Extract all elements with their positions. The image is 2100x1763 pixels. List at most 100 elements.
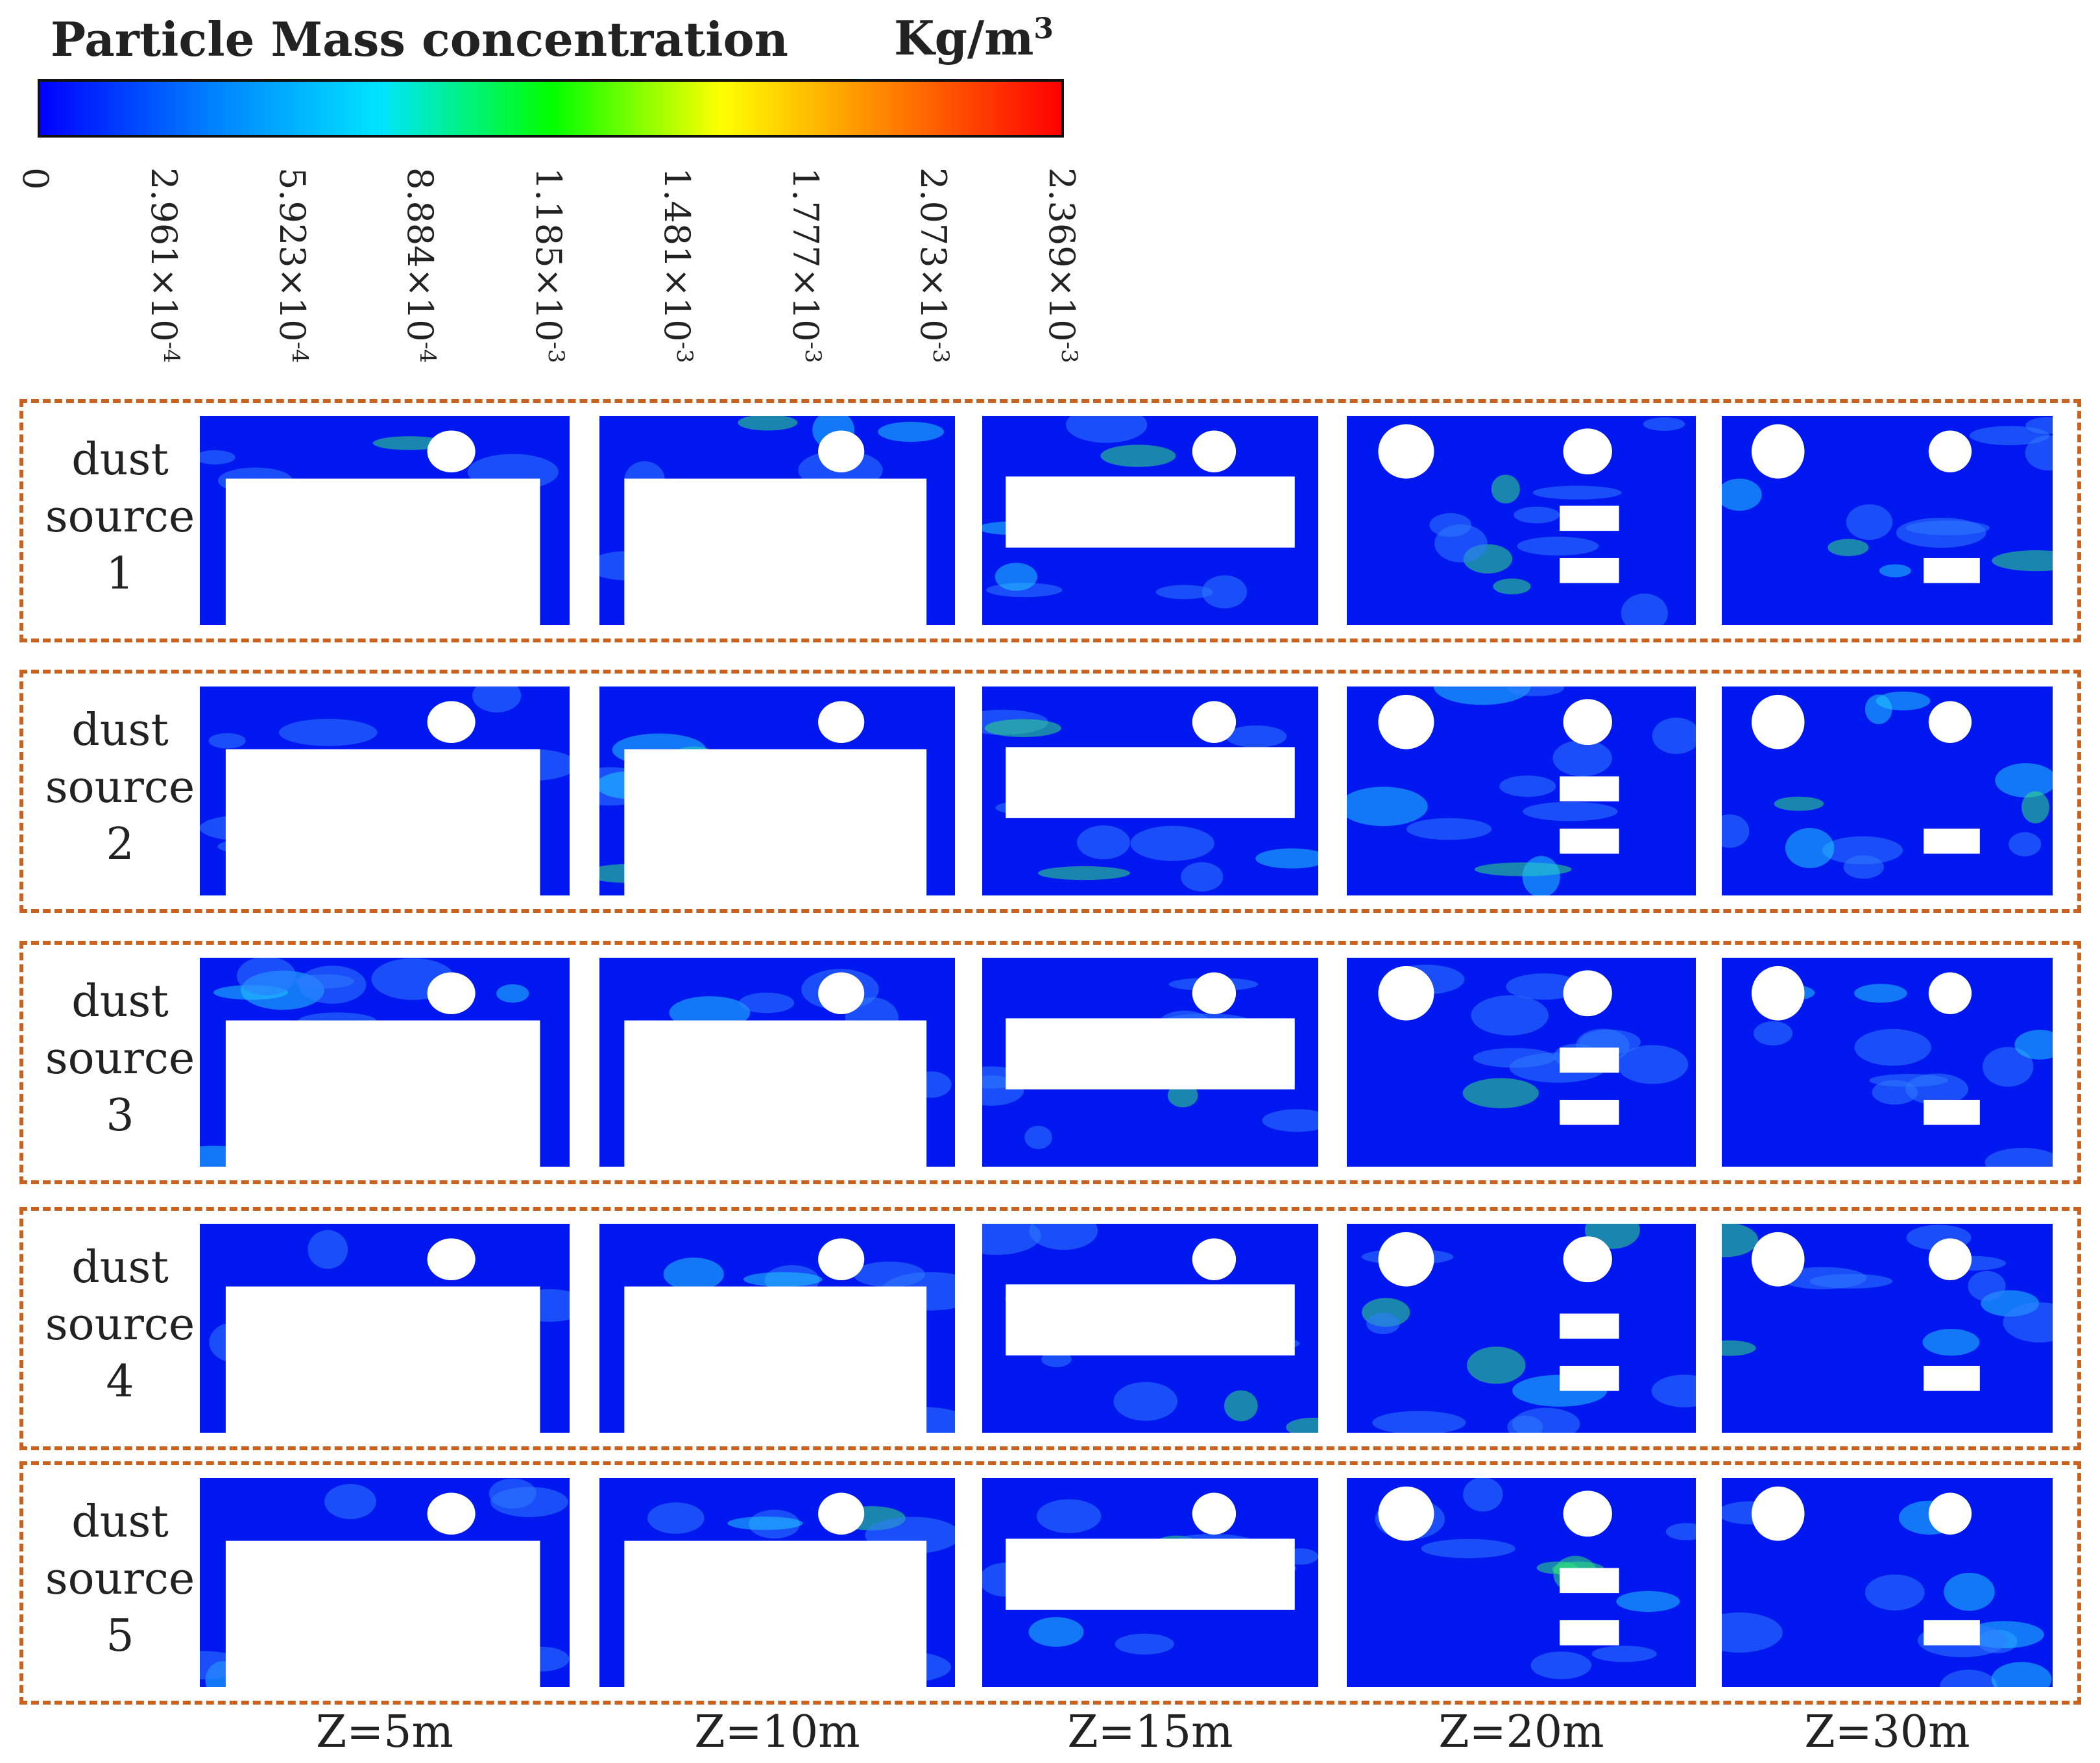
concentration-blob: [1785, 827, 1835, 868]
contour-panel: [1347, 416, 1696, 625]
concentration-blob: [1366, 1313, 1400, 1335]
concentration-blob: [308, 1230, 348, 1269]
row-label-line: 2: [106, 819, 134, 870]
tick-mantissa: 1.777×10: [784, 167, 826, 342]
concentration-blob: [1181, 862, 1224, 892]
concentration-blob: [1463, 1478, 1503, 1512]
concentration-blob: [1922, 1328, 1980, 1356]
row-label-line: 5: [106, 1611, 134, 1662]
dust-source-label: dust source 2: [26, 702, 214, 873]
concentration-blob: [1652, 717, 1696, 754]
colorbar-tick-label: 8.884×10-4: [400, 167, 441, 363]
duct-obstacle: [1192, 1238, 1237, 1280]
duct-obstacle: [818, 1238, 865, 1280]
concentration-blob: [1130, 825, 1214, 861]
concentration-blob: [1499, 775, 1556, 797]
concentration-blob: [1506, 973, 1582, 1000]
concentration-blob: [1828, 539, 1869, 557]
duct-obstacle: [427, 972, 476, 1014]
z-position-label: Z=10m: [694, 1707, 860, 1758]
duct-obstacle: [1928, 1492, 1972, 1535]
concentration-blob: [490, 1487, 568, 1517]
concentration-blob: [995, 563, 1037, 591]
concentration-blob: [1155, 585, 1213, 600]
concentration-blob: [1854, 984, 1907, 1003]
concentration-blob: [878, 422, 945, 442]
contour-panel: [200, 687, 570, 895]
row-label-line: 1: [106, 548, 134, 600]
concentration-blob: [1421, 1538, 1515, 1559]
small-obstacle: [1924, 1620, 1980, 1646]
concentration-blob: [1028, 1617, 1084, 1647]
concentration-blob: [663, 1258, 724, 1291]
tick-exponent: -3: [928, 341, 954, 363]
tick-exponent: -3: [799, 341, 826, 363]
small-obstacle: [1924, 1365, 1980, 1391]
tunnel-obstacle: [225, 1020, 540, 1167]
concentration-blob: [1462, 1078, 1539, 1108]
duct-obstacle: [1928, 701, 1972, 743]
dust-source-label: dust source 1: [26, 432, 214, 603]
tick-mantissa: 2.961×10: [143, 167, 184, 342]
duct-obstacle: [1563, 699, 1612, 746]
row-label-line: dust: [71, 1496, 169, 1548]
concentration-blob: [982, 1224, 1041, 1255]
duct-obstacle: [1378, 694, 1434, 749]
small-obstacle: [1560, 505, 1619, 531]
contour-panel: [1347, 958, 1696, 1167]
concentration-blob: [1507, 1415, 1543, 1433]
concentration-blob: [1024, 1125, 1052, 1149]
concentration-blob: [324, 1484, 376, 1520]
dust-source-label: dust source 4: [26, 1239, 214, 1411]
concentration-blob: [1591, 1646, 1657, 1662]
dust-source-row-frame: [19, 399, 2081, 642]
concentration-blob: [1643, 417, 1685, 431]
tick-mantissa: 5.923×10: [271, 167, 313, 342]
z-position-label: Z=20m: [1438, 1707, 1604, 1758]
small-obstacle: [1924, 557, 1980, 583]
duct-obstacle: [1751, 424, 1805, 479]
tunnel-obstacle: [1006, 1284, 1295, 1356]
contour-panel: [599, 958, 955, 1167]
concentration-blob: [1491, 474, 1520, 504]
contour-panel: [982, 958, 1318, 1167]
concentration-blob: [984, 719, 1061, 737]
row-label-line: dust: [71, 976, 169, 1027]
z-position-label: Z=30m: [1804, 1707, 1970, 1758]
small-obstacle: [1560, 1365, 1619, 1391]
tick-exponent: -3: [543, 341, 569, 363]
duct-obstacle: [818, 972, 865, 1014]
tick-exponent: -3: [671, 341, 697, 363]
concentration-blob: [496, 984, 529, 1003]
row-label-line: source: [45, 1033, 195, 1084]
contour-panel: [599, 1478, 955, 1687]
row-label-line: source: [45, 762, 195, 813]
contour-panel: [1722, 1224, 2053, 1433]
small-obstacle: [1560, 1620, 1619, 1646]
duct-obstacle: [1928, 430, 1972, 472]
duct-obstacle: [1378, 966, 1434, 1021]
colorbar-tick-label: 1.777×10-3: [785, 167, 826, 363]
concentration-blob: [1651, 1374, 1696, 1407]
duct-obstacle: [1563, 1490, 1612, 1537]
concentration-blob: [1879, 564, 1911, 578]
concentration-blob: [1225, 725, 1287, 748]
concentration-blob: [237, 958, 296, 995]
concentration-blob: [1944, 1572, 1995, 1611]
concentration-blob: [1617, 1045, 1689, 1084]
tunnel-obstacle: [225, 749, 540, 895]
concentration-blob: [1779, 1267, 1867, 1289]
concentration-blob: [738, 416, 798, 431]
contour-panel: [1722, 1478, 2053, 1687]
concentration-blob: [1985, 1148, 2053, 1167]
concentration-blob: [1722, 1224, 1759, 1258]
contour-panel: [200, 416, 570, 625]
row-label-line: source: [45, 1299, 195, 1350]
concentration-blob: [1532, 485, 1622, 500]
contour-panel: [1347, 1224, 1696, 1433]
contour-panel: [982, 687, 1318, 895]
concentration-blob: [1722, 1612, 1783, 1653]
tunnel-obstacle: [624, 1286, 927, 1433]
contour-panel: [200, 1478, 570, 1687]
concentration-blob: [1753, 1021, 1793, 1046]
